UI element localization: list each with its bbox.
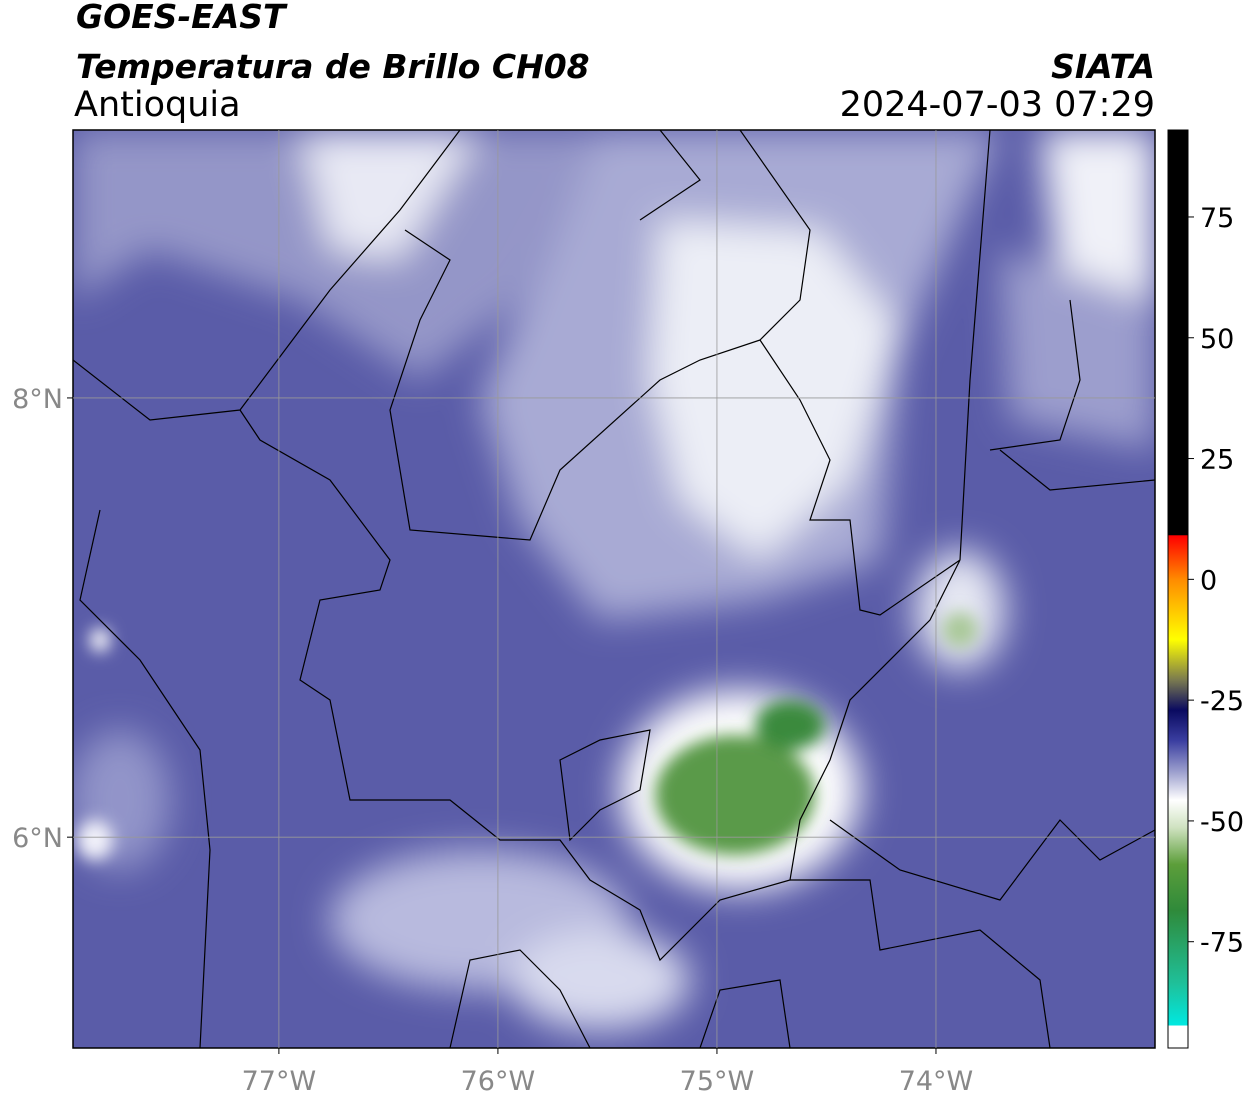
y-tick-label: 6°N <box>12 823 63 854</box>
map-image <box>73 130 1155 1048</box>
colorbar-tick-label: -50 <box>1200 807 1244 838</box>
colorbar-tick-label: 25 <box>1200 445 1234 476</box>
timestamp: 2024-07-03 07:29 <box>840 85 1155 125</box>
map-frame <box>72 129 1156 1049</box>
product: Temperatura de Brillo CH08 <box>76 47 590 86</box>
colorbar-tick-label: 0 <box>1200 565 1217 596</box>
colorbar <box>1167 129 1189 1049</box>
x-tick-label: 77°W <box>242 1066 317 1097</box>
x-tick-label: 74°W <box>899 1066 974 1097</box>
region: Antioquia <box>74 85 241 125</box>
y-tick-label: 8°N <box>12 384 63 415</box>
colorbar-tick-label: -25 <box>1200 686 1244 717</box>
x-tick-label: 76°W <box>461 1066 536 1097</box>
colorbar-tick-label: -75 <box>1200 928 1244 959</box>
colorbar-tick-label: 50 <box>1200 324 1234 355</box>
satellite: GOES-EAST <box>76 0 288 36</box>
agency: SIATA <box>1051 47 1155 86</box>
colorbar-tick-label: 75 <box>1200 203 1234 234</box>
x-tick-label: 75°W <box>680 1066 755 1097</box>
